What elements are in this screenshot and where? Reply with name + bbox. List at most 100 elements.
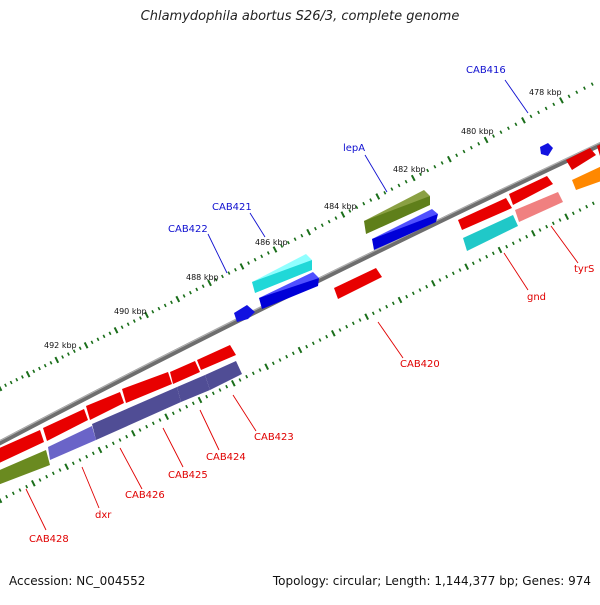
outer-tick [348, 209, 352, 213]
gene-dxr[interactable] [48, 426, 96, 460]
outer-tick [552, 102, 556, 107]
outer-tick [170, 300, 173, 305]
scale-label-488: 488 kbp [186, 273, 219, 282]
gene-cab420[interactable] [334, 268, 382, 299]
inner-tick [18, 488, 22, 492]
outer-tick [375, 193, 381, 200]
inner-tick [378, 308, 382, 312]
outer-tick [404, 179, 408, 184]
inner-tick [31, 480, 36, 487]
inner-tick [164, 413, 169, 420]
outer-tick [195, 287, 199, 292]
inner-tick [151, 421, 155, 426]
outer-tick [583, 86, 586, 90]
gene-red-a[interactable] [509, 176, 553, 205]
outer-tick [25, 370, 31, 378]
inner-tick [505, 244, 509, 249]
gene-red-c1[interactable] [197, 345, 236, 370]
scale-label-486: 486 kbp [255, 238, 288, 247]
inner-tick [358, 318, 362, 322]
inner-tick [5, 494, 9, 499]
gene-cab424[interactable] [177, 375, 210, 402]
outer-tick [9, 380, 13, 385]
gene-lepa[interactable] [364, 196, 430, 234]
outer-tick [126, 322, 130, 326]
inner-tick [38, 478, 42, 482]
outer-tick [54, 356, 60, 364]
inner-tick [391, 301, 395, 306]
gene-cab416[interactable] [540, 143, 553, 156]
outer-tick [139, 316, 142, 320]
gene-red-c2[interactable] [170, 361, 200, 384]
gene-red-c4[interactable] [86, 392, 124, 420]
label-cab421: CAB421 [212, 202, 252, 213]
inner-tick [458, 268, 462, 272]
outer-tick [227, 271, 231, 275]
inner-tick [485, 254, 489, 259]
scale-labels: 478 kbp 480 kbp 482 kbp 484 kbp 486 kbp … [44, 88, 562, 350]
outer-tick [90, 340, 94, 345]
label-lepa: lepA [343, 143, 365, 154]
gene-blue-1[interactable] [372, 214, 438, 250]
inner-tick [438, 278, 442, 282]
outer-tick [369, 198, 373, 202]
gene-red-tr2[interactable] [597, 140, 600, 156]
gene-cab423[interactable] [205, 361, 242, 390]
outer-tick [15, 377, 19, 382]
leader-cab420 [377, 321, 404, 359]
outer-tick [260, 254, 264, 259]
gene-blue-2[interactable] [259, 278, 319, 309]
gene-cab422[interactable] [234, 305, 255, 322]
outer-tick [390, 187, 394, 191]
outer-tick [20, 375, 24, 379]
gene-red-c3[interactable] [122, 372, 172, 403]
leader-cab426 [119, 447, 143, 490]
outer-tick [320, 223, 324, 227]
outer-tick [575, 90, 579, 95]
label-cab416: CAB416 [466, 65, 506, 76]
gene-orange[interactable] [572, 166, 600, 190]
inner-tick [418, 288, 422, 292]
inner-tick [105, 444, 109, 449]
outer-tick [383, 190, 387, 195]
inner-tick [491, 251, 495, 256]
outer-tick [590, 82, 594, 86]
inner-tick [0, 497, 3, 504]
inner-tick [251, 371, 255, 376]
leader-dxr [81, 466, 100, 509]
inner-tick [351, 321, 355, 326]
label-cab422: CAB422 [168, 224, 208, 235]
outer-tick [397, 183, 401, 188]
inner-tick [325, 334, 329, 339]
genome-summary-text: Topology: circular; Length: 1,144,377 bp… [272, 574, 591, 588]
gene-cab425[interactable] [92, 387, 181, 440]
scale-label-484: 484 kbp [324, 202, 357, 211]
gene-red-c5[interactable] [43, 409, 88, 441]
inner-tick [518, 238, 522, 242]
outer-tick [418, 172, 422, 177]
inner-tick [464, 263, 469, 270]
label-cab428: CAB428 [29, 534, 69, 545]
gene-red-b[interactable] [458, 198, 512, 230]
gene-tyrs[interactable] [515, 192, 563, 222]
inner-tick [131, 430, 136, 437]
outer-tick [43, 363, 47, 368]
inner-tick [11, 491, 15, 496]
gene-cab421[interactable] [252, 260, 312, 293]
outer-tick [506, 126, 510, 131]
inner-tick [305, 344, 309, 349]
outer-tick [469, 145, 473, 150]
gene-red-tr1[interactable] [566, 148, 596, 170]
gene-cab428[interactable] [0, 450, 50, 486]
gene-gnd[interactable] [463, 215, 518, 251]
gene-red-c6[interactable] [0, 430, 44, 465]
inner-tick [471, 261, 475, 266]
inner-tick [264, 363, 269, 370]
label-gnd: gnd [527, 292, 546, 303]
genome-backbone [0, 141, 600, 446]
inner-tick [158, 418, 162, 422]
inner-tick [211, 391, 215, 396]
outer-tick [72, 349, 76, 353]
outer-tick [163, 303, 167, 308]
